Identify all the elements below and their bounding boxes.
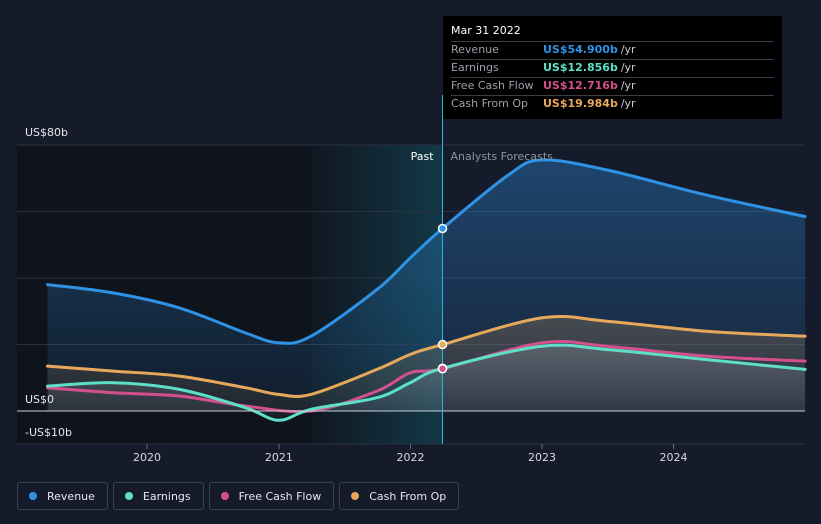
line-revenue [46, 158, 807, 345]
x-tick-label: 2024 [660, 451, 688, 464]
tooltip: Mar 31 2022 Revenue US$54.900b /yr Earni… [443, 16, 782, 119]
marker-revenue [437, 223, 448, 234]
tooltip-value: US$12.856b [543, 61, 618, 74]
tooltip-name: Free Cash Flow [451, 79, 534, 92]
legend-item-free-cash-flow[interactable]: Free Cash Flow [208, 482, 335, 510]
legend-item-cash-from-op[interactable]: Cash From Op [339, 482, 460, 510]
legend-item-revenue[interactable]: Revenue [17, 482, 108, 510]
area-earnings [47, 345, 806, 421]
line-free-cash-flow [46, 339, 807, 414]
line-earnings [46, 343, 807, 422]
x-tick-label: 2022 [396, 451, 424, 464]
tooltip-row-free-cash-flow: Free Cash Flow US$12.716b /yr [451, 77, 774, 95]
x-tick-label: 2020 [133, 451, 161, 464]
revenue-dot-icon [29, 492, 37, 500]
tooltip-value: US$12.716b [543, 79, 618, 92]
legend-label: Revenue [47, 489, 95, 503]
legend: Revenue Earnings Free Cash Flow Cash Fro… [17, 482, 460, 510]
tooltip-name: Revenue [451, 43, 499, 56]
y-label-top: US$80b [25, 126, 68, 139]
tooltip-unit: /yr [620, 43, 636, 56]
free-cash-flow-dot-icon [220, 492, 229, 500]
tooltip-date: Mar 31 2022 [451, 24, 521, 37]
past-label: Past [411, 150, 435, 163]
series-lines [46, 158, 807, 422]
x-tick-label: 2021 [265, 451, 293, 464]
line-cash-from-op [46, 314, 807, 398]
marker-cash-from-op [437, 339, 448, 350]
x-axis-ticks: 2020 2021 2022 2023 2024 [133, 444, 688, 464]
tooltip-value: US$19.984b [543, 97, 618, 110]
tooltip-row-cash-from-op: Cash From Op US$19.984b /yr [451, 95, 774, 113]
tooltip-name: Earnings [451, 61, 499, 74]
tooltip-name: Cash From Op [451, 97, 529, 110]
legend-item-earnings[interactable]: Earnings [112, 482, 204, 510]
tooltip-value: US$54.900b [543, 43, 618, 56]
y-label-bottom: -US$10b [25, 426, 72, 439]
x-tick-label: 2023 [528, 451, 556, 464]
tooltip-unit: /yr [620, 79, 636, 92]
legend-label: Free Cash Flow [238, 489, 322, 503]
tooltip-unit: /yr [620, 97, 636, 110]
tooltip-row-revenue: Revenue US$54.900b /yr [451, 41, 774, 59]
forecast-label: Analysts Forecasts [451, 150, 554, 163]
cash-from-op-dot-icon [351, 492, 360, 500]
marker-free-cash-flow [437, 363, 448, 374]
tooltip-row-earnings: Earnings US$12.856b /yr [451, 59, 774, 77]
legend-label: Earnings [142, 489, 191, 503]
earnings-dot-icon [124, 492, 133, 500]
tooltip-unit: /yr [620, 61, 636, 74]
y-label-zero: US$0 [25, 393, 54, 406]
tooltip-markers [437, 223, 448, 374]
legend-label: Cash From Op [369, 489, 447, 503]
